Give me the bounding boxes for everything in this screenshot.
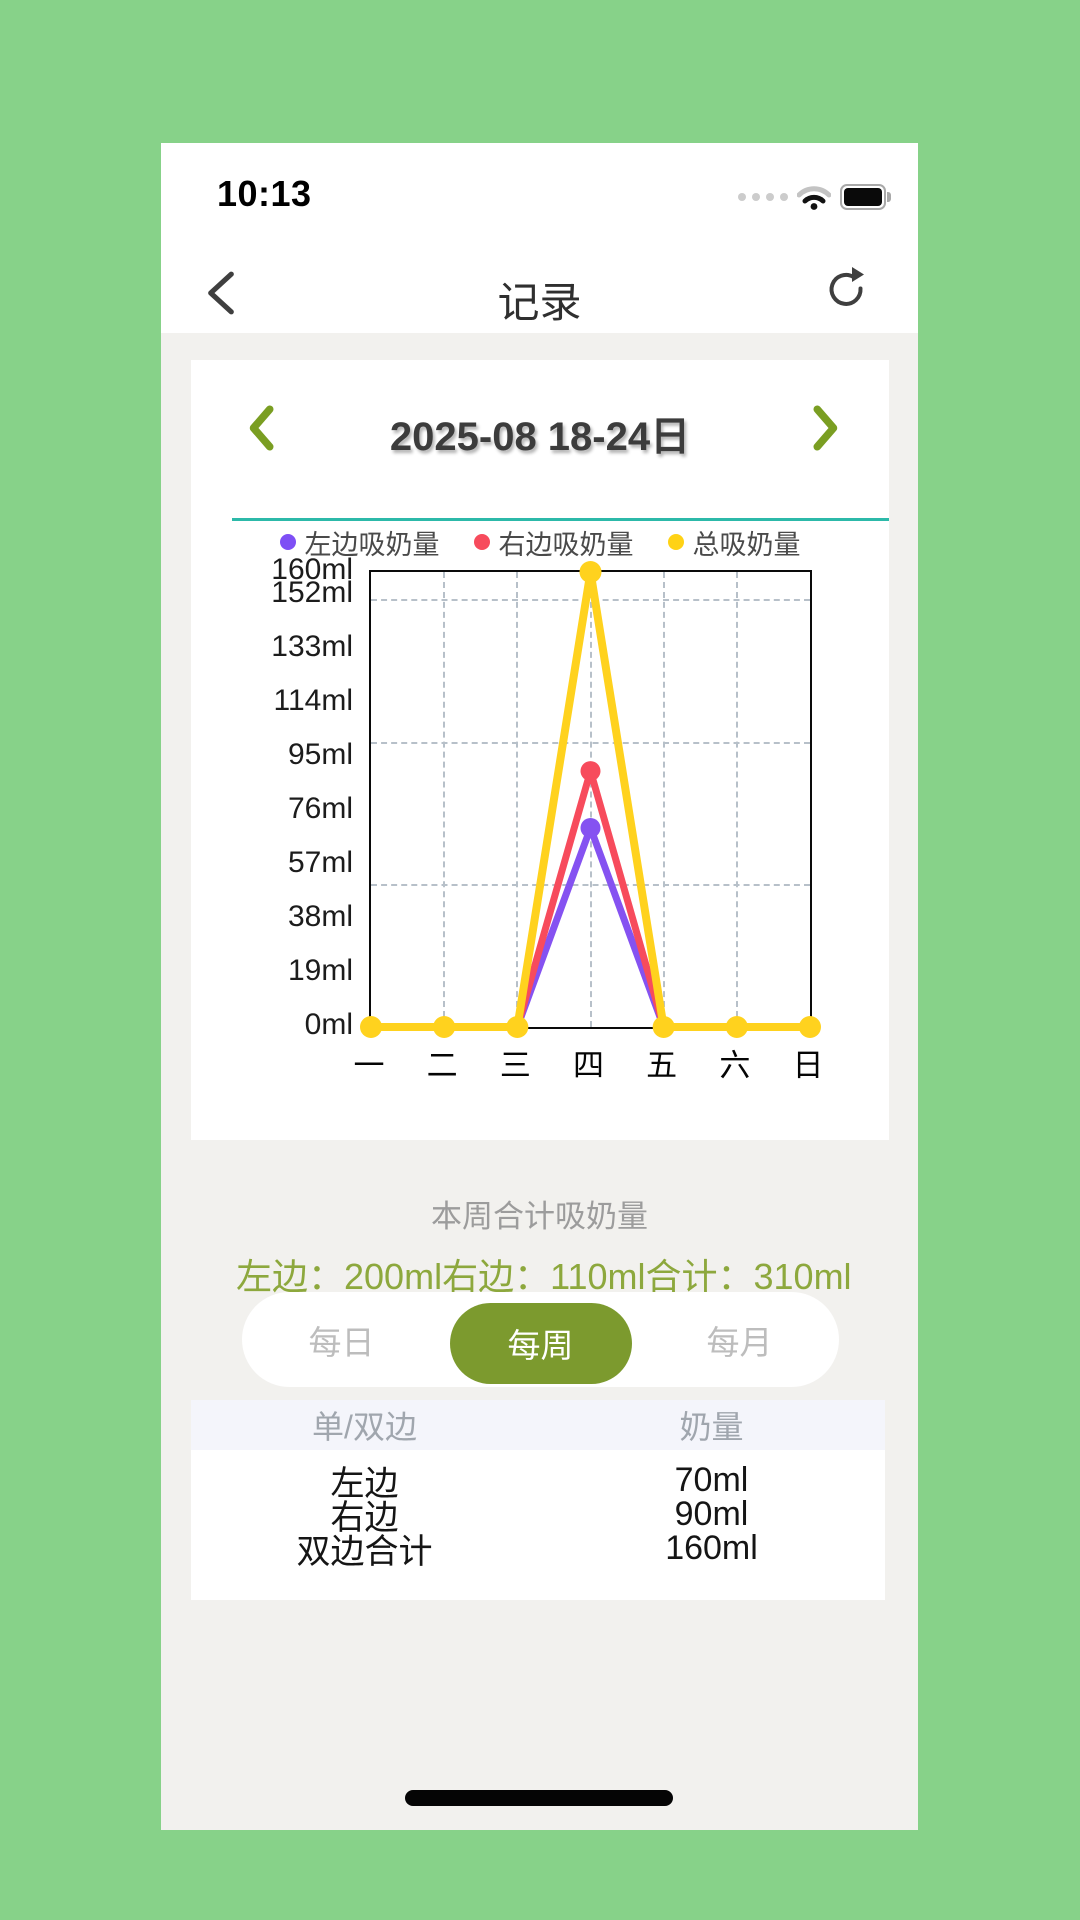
tab-weekly-selected-pill: 每周 <box>449 1302 632 1384</box>
header-area: 10:13 记录 <box>161 143 918 333</box>
plot-area <box>360 561 821 1038</box>
back-button[interactable] <box>199 269 243 317</box>
table-row: 左边 70ml <box>330 1460 749 1503</box>
data-point <box>506 1016 529 1038</box>
summary-row: 左边：200ml 右边：110ml 合计：310ml <box>236 1248 852 1300</box>
summary-left: 左边：200ml <box>236 1256 443 1297</box>
status-icons <box>738 183 891 211</box>
y-axis-label: 152ml <box>271 575 353 609</box>
y-axis-label: 0ml <box>304 1008 353 1041</box>
vertical-gridline <box>662 572 665 1027</box>
table-header-amount: 奶量 <box>679 1409 744 1445</box>
series-line <box>367 767 814 1031</box>
teal-divider <box>232 518 889 521</box>
table-row: 右边 90ml <box>330 1494 749 1537</box>
legend-dot-purple <box>279 534 296 550</box>
summary-total: 合计：310ml <box>645 1256 852 1297</box>
legend-item-right: 右边吸奶量 <box>473 523 634 562</box>
data-point <box>580 817 601 838</box>
horizontal-gridline <box>371 599 810 602</box>
phone-screen: 10:13 记录 <box>161 143 918 1830</box>
y-axis-label: 38ml <box>287 899 353 933</box>
data-point <box>360 1016 382 1038</box>
chart-legend: 左边吸奶量 右边吸奶量 总吸奶量 <box>191 520 889 564</box>
data-point <box>725 1016 748 1038</box>
legend-dot-yellow <box>667 534 684 550</box>
home-indicator[interactable] <box>405 1790 673 1806</box>
x-axis-label: 四 <box>573 1048 604 1083</box>
next-week-button[interactable] <box>811 404 841 452</box>
data-point <box>433 1016 456 1038</box>
x-axis-label: 二 <box>426 1048 458 1083</box>
chart-card: 2025-08 18-24日 左边吸奶量 右边吸奶量 总吸奶量 160ml 152… <box>191 360 889 1140</box>
date-range-label: 2025-08 18-24日 <box>389 415 691 459</box>
cellular-signal-icon <box>738 193 788 201</box>
y-axis-label: 114ml <box>273 683 353 717</box>
tab-monthly[interactable]: 每月 <box>706 1323 773 1361</box>
horizontal-gridline <box>371 741 810 744</box>
data-point <box>580 761 601 782</box>
summary-title: 本周合计吸奶量 <box>431 1199 648 1234</box>
vertical-gridline <box>589 572 592 1027</box>
chart-series-svg <box>360 561 821 1038</box>
y-axis-label: 76ml <box>287 791 353 825</box>
summary-right: 右边：110ml <box>442 1256 646 1297</box>
tab-daily[interactable]: 每日 <box>308 1323 375 1361</box>
y-axis-label: 57ml <box>287 845 353 879</box>
legend-item-left: 左边吸奶量 <box>279 523 440 562</box>
data-point <box>652 1016 675 1038</box>
vertical-gridline <box>516 572 519 1027</box>
nav-bar: 记录 <box>161 255 918 333</box>
series-line <box>367 824 814 1031</box>
battery-icon <box>840 184 891 210</box>
x-axis-label: 五 <box>646 1048 678 1083</box>
line-chart: 160ml 152ml 133ml 114ml 95ml 76ml 57ml 38ml 19ml… <box>191 554 889 1090</box>
x-axis-label: 一 <box>353 1048 385 1083</box>
week-selector: 2025-08 18-24日 <box>191 396 889 460</box>
wifi-icon <box>797 185 831 210</box>
y-axis-label: 133ml <box>271 629 353 663</box>
legend-dot-red <box>473 534 490 550</box>
refresh-button[interactable] <box>823 265 869 315</box>
y-axis-label: 19ml <box>287 953 353 987</box>
page-title: 记录 <box>497 279 582 326</box>
period-segmented-control: 每日 每周 每月 <box>242 1292 839 1387</box>
table-row: 双边合计 160ml <box>296 1528 758 1571</box>
legend-item-total: 总吸奶量 <box>667 523 801 562</box>
tab-weekly[interactable]: 每周 <box>441 1292 640 1387</box>
horizontal-gridline <box>371 883 810 886</box>
prev-week-button[interactable] <box>246 404 276 452</box>
table-header-side: 单/双边 <box>312 1409 417 1445</box>
y-axis-label: 95ml <box>287 737 353 771</box>
vertical-gridline <box>443 572 446 1027</box>
series-line <box>367 568 814 1031</box>
data-point <box>799 1016 821 1038</box>
data-point <box>579 561 602 583</box>
x-axis-label: 三 <box>499 1048 531 1083</box>
status-time: 10:13 <box>217 173 312 214</box>
x-axis-label: 六 <box>719 1048 751 1083</box>
y-axis-label: 160ml <box>271 553 353 586</box>
vertical-gridline <box>735 572 738 1027</box>
x-axis-label: 日 <box>792 1048 824 1083</box>
table-header: 单/双边 奶量 <box>191 1400 885 1450</box>
milk-table: 单/双边 奶量 左边 70ml 右边 90ml 双边合计 160ml <box>191 1400 885 1600</box>
table-body: 左边 70ml 右边 90ml 双边合计 160ml <box>191 1450 885 1571</box>
